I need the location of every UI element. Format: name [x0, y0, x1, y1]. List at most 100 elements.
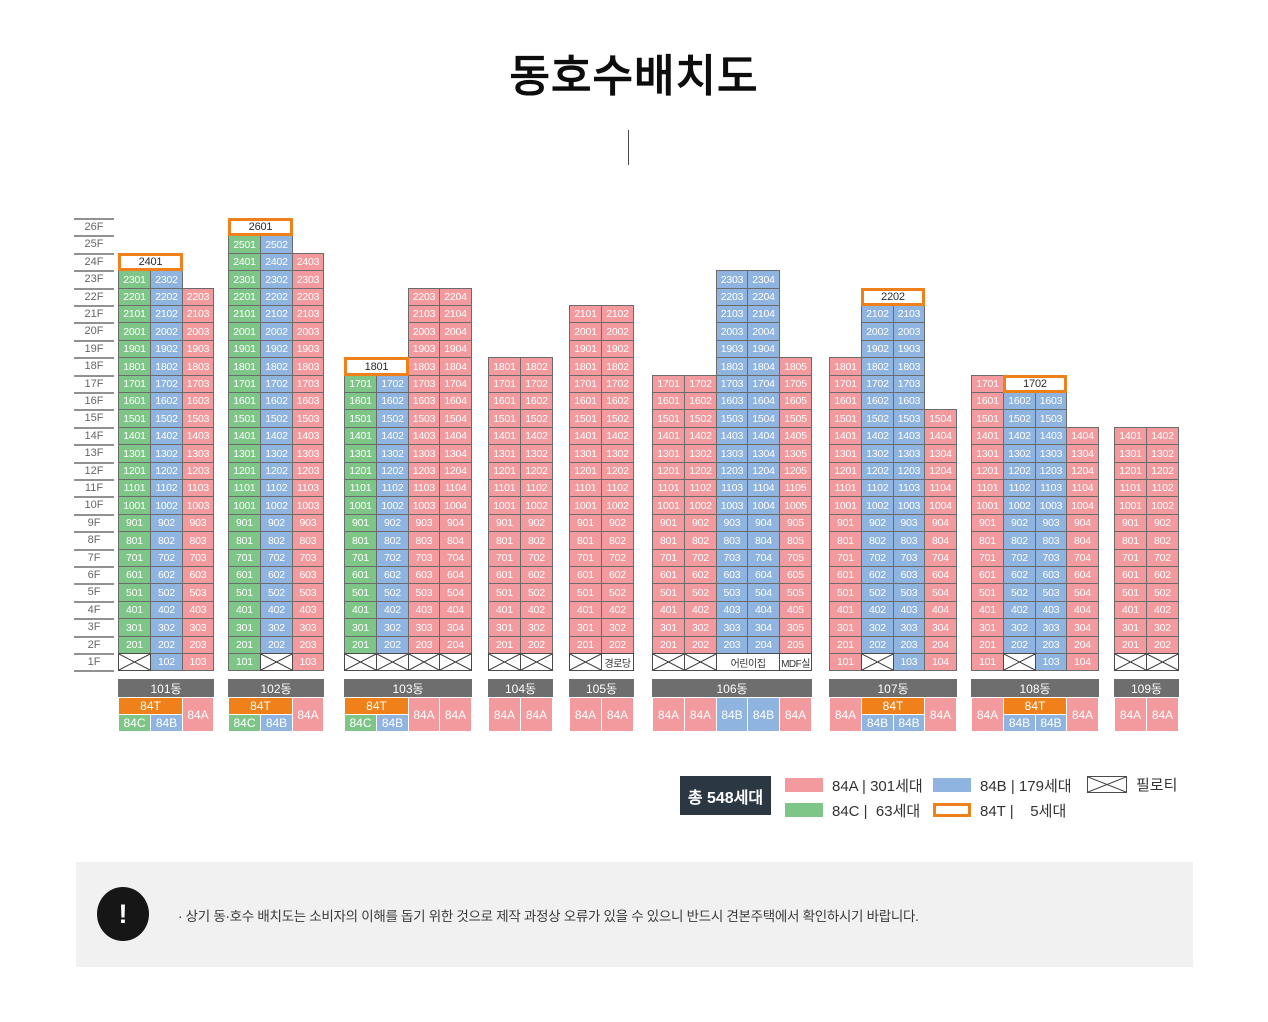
- unit-cell: 602: [376, 566, 409, 584]
- unit-cell: 905: [779, 514, 812, 532]
- unit-cell: 2301: [228, 270, 261, 289]
- unit-cell: 901: [971, 514, 1004, 532]
- unit-cell: 802: [150, 531, 183, 550]
- unit-cell: 604: [924, 566, 957, 584]
- unit-cell: 1304: [924, 444, 957, 463]
- unit-cell: 504: [439, 583, 472, 602]
- unit-cell: 301: [652, 618, 685, 637]
- unit-cell: 1102: [861, 479, 894, 497]
- unit-cell: 1903: [716, 340, 748, 358]
- footer-type-84b: 84B: [747, 697, 780, 732]
- unit-cell: 401: [569, 601, 602, 619]
- unit-cell: 1802: [861, 357, 894, 376]
- unit-cell: 1401: [118, 427, 151, 445]
- footer-type-84b: 84B: [861, 714, 894, 732]
- floor-label-15f: 15F: [74, 409, 114, 426]
- floor-label-22f: 22F: [74, 288, 114, 305]
- unit-cell: 1601: [118, 392, 151, 410]
- unit-cell: 502: [260, 583, 293, 602]
- unit-cell: 902: [260, 514, 293, 532]
- unit-cell: 302: [1003, 618, 1036, 637]
- total-households-box: 총 548세대: [680, 776, 771, 815]
- unit-cell: 1604: [439, 392, 472, 410]
- unit-cell: 304: [924, 618, 957, 637]
- unit-cell: 1901: [118, 340, 151, 358]
- unit-cell: 903: [1035, 514, 1067, 532]
- unit-cell: 202: [1146, 636, 1179, 654]
- unit-cell: 2002: [150, 322, 183, 341]
- unit-cell: 1702: [150, 375, 183, 393]
- unit-cell: 702: [1146, 549, 1179, 567]
- unit-cell: 1104: [439, 479, 472, 497]
- unit-cell: 1902: [861, 340, 894, 358]
- unit-cell: 1403: [182, 427, 214, 445]
- unit-cell: 701: [971, 549, 1004, 567]
- unit-cell: 1003: [292, 496, 324, 515]
- unit-cell: 1102: [601, 479, 634, 497]
- unit-cell: 1401: [1114, 427, 1147, 445]
- unit-cell: 902: [684, 514, 717, 532]
- unit-cell: 603: [182, 566, 214, 584]
- unit-cell: 1002: [376, 496, 409, 515]
- unit-cell: 1301: [488, 444, 521, 463]
- piloti-cell: [1003, 653, 1036, 671]
- unit-cell: 301: [829, 618, 862, 637]
- floor-label-18f: 18F: [74, 357, 114, 374]
- unit-cell: 604: [439, 566, 472, 584]
- building-101: 201 301 401 501 601 701 801 901 1001 1101 1201 1301…: [118, 218, 214, 732]
- unit-cell: 1503: [1035, 409, 1067, 428]
- unit-cell: 1501: [118, 409, 151, 428]
- unit-cell: 1305: [779, 444, 812, 463]
- unit-cell: 1402: [520, 427, 553, 445]
- unit-cell: 1703: [893, 375, 925, 393]
- piloti-cell: [260, 653, 293, 671]
- unit-cell: 804: [1066, 531, 1099, 550]
- page-title: 동호수배치도: [509, 52, 759, 101]
- unit-cell: 1201: [971, 462, 1004, 480]
- unit-cell: 403: [716, 601, 748, 619]
- floor-label-12f: 12F: [74, 462, 114, 479]
- floor-label-7f: 7F: [74, 549, 114, 566]
- unit-cell: 1402: [150, 427, 183, 445]
- unit-cell: 303: [408, 618, 440, 637]
- unit-cell: 2403: [292, 253, 324, 271]
- unit-cell: 402: [260, 601, 293, 619]
- unit-cell: 1202: [601, 462, 634, 480]
- unit-cell: 1801: [228, 357, 261, 376]
- unit-cell: 801: [971, 531, 1004, 550]
- footer-type-84c: 84C: [228, 714, 261, 732]
- unit-cell: 1701: [652, 375, 685, 393]
- piloti-cell: [520, 653, 553, 671]
- unit-cell: 104: [1066, 653, 1099, 671]
- unit-cell: 501: [652, 583, 685, 602]
- unit-cell: 1204: [924, 462, 957, 480]
- unit-cell: 1404: [747, 427, 780, 445]
- building-name-bar: 107동: [829, 679, 957, 697]
- unit-cell: 2301: [118, 270, 151, 289]
- building-name-bar: 103동: [344, 679, 472, 697]
- legend-swatch-84b: [933, 778, 971, 792]
- unit-cell: 701: [344, 549, 377, 567]
- unit-cell: 402: [150, 601, 183, 619]
- unit-cell: 1002: [150, 496, 183, 515]
- unit-cell: 902: [601, 514, 634, 532]
- unit-cell: 202: [684, 636, 717, 654]
- unit-cell: 1204: [747, 462, 780, 480]
- unit-cell: 1703: [292, 375, 324, 393]
- unit-cell: 2304: [747, 270, 780, 289]
- unit-cell: 803: [893, 531, 925, 550]
- unit-cell: 2203: [408, 288, 440, 306]
- unit-cell: 902: [520, 514, 553, 532]
- unit-cell: 602: [260, 566, 293, 584]
- unit-cell: 1202: [520, 462, 553, 480]
- piloti-cell: [408, 653, 440, 671]
- penthouse-84t-cell: 1801: [344, 357, 409, 376]
- unit-cell: 2103: [182, 305, 214, 323]
- unit-cell: 802: [1003, 531, 1036, 550]
- unit-cell: 1901: [228, 340, 261, 358]
- unit-cell: 2103: [292, 305, 324, 323]
- unit-cell: 1201: [829, 462, 862, 480]
- unit-cell: 401: [1114, 601, 1147, 619]
- unit-cell: 1502: [520, 409, 553, 428]
- unit-cell: 2002: [601, 322, 634, 341]
